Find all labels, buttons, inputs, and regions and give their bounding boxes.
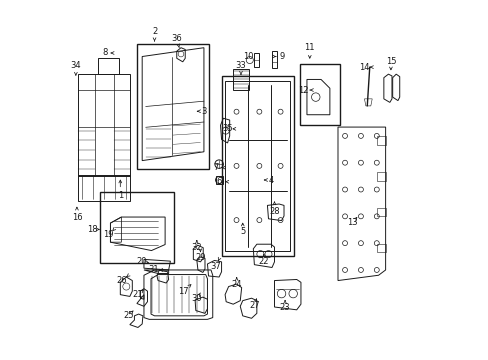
- Text: 9: 9: [279, 52, 285, 61]
- Text: 30: 30: [191, 294, 202, 303]
- Text: 28: 28: [268, 207, 279, 216]
- Text: 4: 4: [268, 176, 273, 185]
- Text: 3: 3: [201, 107, 206, 116]
- Text: 17: 17: [178, 287, 188, 296]
- Text: 1: 1: [118, 192, 122, 201]
- Text: 31: 31: [148, 265, 159, 274]
- Text: 26: 26: [116, 276, 127, 285]
- Text: 16: 16: [71, 212, 82, 221]
- Text: 14: 14: [359, 63, 369, 72]
- Text: 21: 21: [132, 290, 143, 299]
- Bar: [299, 64, 340, 125]
- Text: 36: 36: [171, 34, 182, 43]
- Text: 13: 13: [346, 218, 357, 227]
- Text: 32: 32: [191, 243, 202, 252]
- Text: 29: 29: [195, 253, 205, 262]
- Text: 23: 23: [279, 302, 290, 311]
- Text: 7: 7: [212, 163, 218, 172]
- Text: 18: 18: [86, 225, 97, 234]
- Text: 6: 6: [216, 177, 222, 186]
- Text: 8: 8: [102, 49, 108, 58]
- Bar: [137, 44, 209, 170]
- Bar: [221, 76, 293, 256]
- Text: 10: 10: [243, 52, 253, 61]
- Text: 2: 2: [152, 27, 157, 36]
- Text: 33: 33: [235, 61, 246, 70]
- Bar: [100, 192, 174, 263]
- Text: 35: 35: [222, 124, 232, 133]
- Text: 5: 5: [240, 227, 245, 236]
- Text: 20: 20: [136, 257, 146, 266]
- Text: 34: 34: [70, 61, 81, 70]
- Text: 11: 11: [304, 43, 314, 52]
- Text: 19: 19: [103, 230, 114, 239]
- Text: 37: 37: [210, 262, 221, 271]
- Text: 12: 12: [298, 86, 308, 95]
- Text: 22: 22: [258, 257, 268, 266]
- Text: 24: 24: [231, 280, 242, 289]
- Text: 15: 15: [385, 57, 395, 66]
- Text: 25: 25: [123, 311, 134, 320]
- Text: 27: 27: [248, 301, 259, 310]
